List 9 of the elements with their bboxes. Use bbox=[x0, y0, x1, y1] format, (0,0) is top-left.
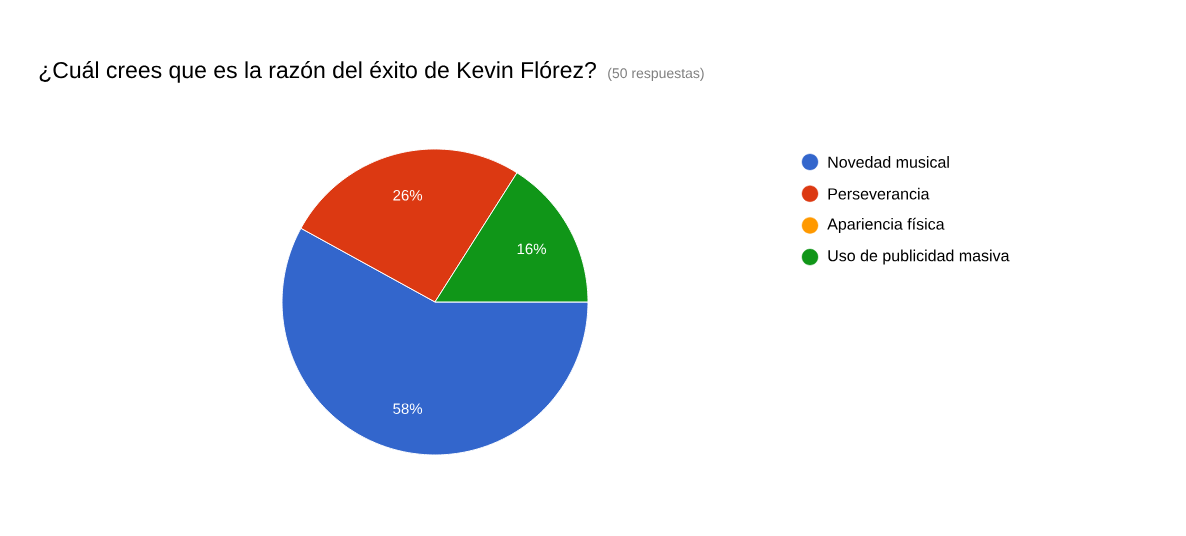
data-label: 16% bbox=[517, 243, 547, 255]
legend-label: Novedad musical bbox=[828, 156, 949, 168]
legend-label: Apariencia física bbox=[827, 217, 945, 233]
legend-label: Uso de publicidad masiva bbox=[828, 249, 1010, 265]
data-label: 26% bbox=[393, 189, 423, 201]
chart-subtitle: (50 respuestas) bbox=[608, 67, 704, 81]
legend-label: Perseverancia bbox=[828, 187, 930, 200]
data-label: 58% bbox=[393, 403, 423, 414]
chart-title: ¿Cuál crees que es la razón del éxito de Kevin Flórez? bbox=[39, 61, 596, 83]
